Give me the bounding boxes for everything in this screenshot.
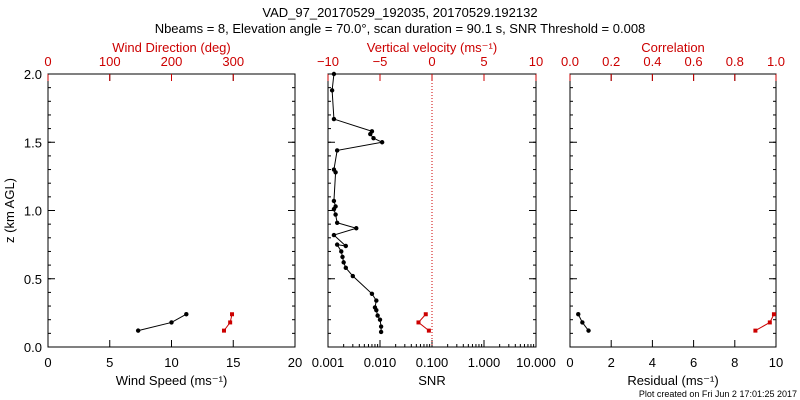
data-point <box>375 313 380 318</box>
data-point <box>184 312 189 317</box>
bottom-tick-label: 6 <box>690 355 697 370</box>
top-tick-label: 0 <box>428 54 435 69</box>
top-tick-label: 5 <box>480 54 487 69</box>
top-tick-label: −5 <box>373 54 388 69</box>
top-tick-label: 10 <box>529 54 543 69</box>
bottom-tick-label: 20 <box>288 355 302 370</box>
data-point <box>169 320 174 325</box>
plot-frame <box>47 73 296 348</box>
plot-frame <box>569 73 777 348</box>
data-point-red <box>230 312 235 317</box>
data-point <box>343 243 349 249</box>
bottom-axis-label: SNR <box>418 373 445 388</box>
data-point-red <box>416 320 421 325</box>
bottom-tick-label: 0 <box>566 355 573 370</box>
data-point <box>354 226 359 231</box>
data-point <box>378 329 384 335</box>
bottom-tick-label: 1.000 <box>468 355 501 370</box>
y-tick-label: 2.0 <box>24 67 42 82</box>
bottom-tick-label: 8 <box>731 355 738 370</box>
data-point <box>341 260 346 265</box>
top-tick-label: 0.2 <box>602 54 620 69</box>
data-point <box>333 212 338 217</box>
footer-timestamp: Plot created on Fri Jun 2 17:01:25 2017 <box>639 389 797 399</box>
top-tick-label: 300 <box>222 54 244 69</box>
data-point-red <box>767 320 772 325</box>
data-point <box>369 129 375 134</box>
bottom-tick-label: 4 <box>649 355 656 370</box>
data-point <box>339 249 344 254</box>
data-point <box>340 254 345 260</box>
bottom-tick-label: 10 <box>769 355 783 370</box>
title-line2: Nbeams = 8, Elevation angle = 70.0°, sca… <box>155 21 646 36</box>
bottom-tick-label: 0.100 <box>416 355 449 370</box>
data-point <box>331 167 337 172</box>
bottom-tick-label: 10.000 <box>516 355 556 370</box>
bottom-axis-label: Residual (ms⁻¹) <box>627 373 718 388</box>
data-point <box>331 198 337 204</box>
data-point-red <box>228 320 233 325</box>
data-point <box>334 242 340 247</box>
panel-1: 0 5 10 15 20 Wind Speed (ms⁻¹) 0 100 200 300Wind … <box>2 40 302 388</box>
title-line1: VAD_97_20170529_192035, 20170529.192132 <box>262 5 537 20</box>
series-line-bottom <box>138 313 187 332</box>
top-tick-label: 0.8 <box>726 54 744 69</box>
panel-3: 0 2 4 6 8 10 Residual (ms⁻¹) 0.0 0.2 0.4 0.6 0.8 1.0… <box>561 40 785 388</box>
bottom-tick-label: 15 <box>226 355 240 370</box>
data-point <box>135 328 141 333</box>
y-tick-label: 0.5 <box>24 272 42 287</box>
data-point <box>329 88 335 93</box>
data-point <box>334 220 340 225</box>
y-tick-label: 0.0 <box>24 340 42 355</box>
top-tick-label: 1.0 <box>767 54 785 69</box>
top-tick-label: 0.6 <box>685 54 703 69</box>
top-tick-label: 0 <box>44 54 51 69</box>
top-tick-label: 0.4 <box>643 54 661 69</box>
data-point <box>343 265 349 271</box>
bottom-tick-label: 10 <box>164 355 178 370</box>
data-point-red <box>423 312 428 317</box>
bottom-tick-label: 0 <box>44 355 51 370</box>
data-point <box>371 135 376 141</box>
data-point <box>334 148 340 153</box>
data-point-red <box>753 328 758 333</box>
data-point <box>331 116 337 122</box>
top-axis-label: Vertical velocity (ms⁻¹) <box>367 40 497 55</box>
data-point-red <box>221 328 226 333</box>
top-axis-label: Correlation <box>641 40 705 55</box>
top-axis-label: Wind Direction (deg) <box>112 40 231 55</box>
top-tick-label: 0.0 <box>561 54 579 69</box>
data-point <box>377 317 383 322</box>
data-point <box>331 71 337 77</box>
plot-frame <box>327 73 537 348</box>
data-point <box>379 140 385 145</box>
y-axis-label: z (km AGL) <box>2 178 17 243</box>
bottom-tick-label: 5 <box>106 355 113 370</box>
top-tick-label: 100 <box>99 54 121 69</box>
data-point <box>576 312 581 317</box>
data-point <box>333 204 338 209</box>
bottom-tick-label: 0.001 <box>312 355 345 370</box>
data-point <box>580 320 585 325</box>
data-point <box>586 328 591 333</box>
data-point <box>350 273 356 279</box>
panel-2: 0.001 0.010 0.100 1.000 10.000 SNR −10 −5 0 5 10 Ve… <box>312 40 556 388</box>
data-point <box>331 232 337 238</box>
data-point-red <box>771 312 776 317</box>
data-point-red <box>426 328 431 333</box>
bottom-tick-label: 2 <box>608 355 615 370</box>
y-tick-label: 1.5 <box>24 135 42 150</box>
top-tick-label: −10 <box>317 54 339 69</box>
top-tick-label: 200 <box>161 54 183 69</box>
data-point <box>374 298 379 303</box>
y-tick-label: 1.0 <box>24 204 42 219</box>
data-point <box>369 291 375 296</box>
data-point <box>378 324 384 329</box>
bottom-axis-label: Wind Speed (ms⁻¹) <box>116 373 228 388</box>
bottom-tick-label: 0.010 <box>364 355 397 370</box>
series-line-bottom <box>331 73 384 332</box>
data-point <box>372 305 378 310</box>
